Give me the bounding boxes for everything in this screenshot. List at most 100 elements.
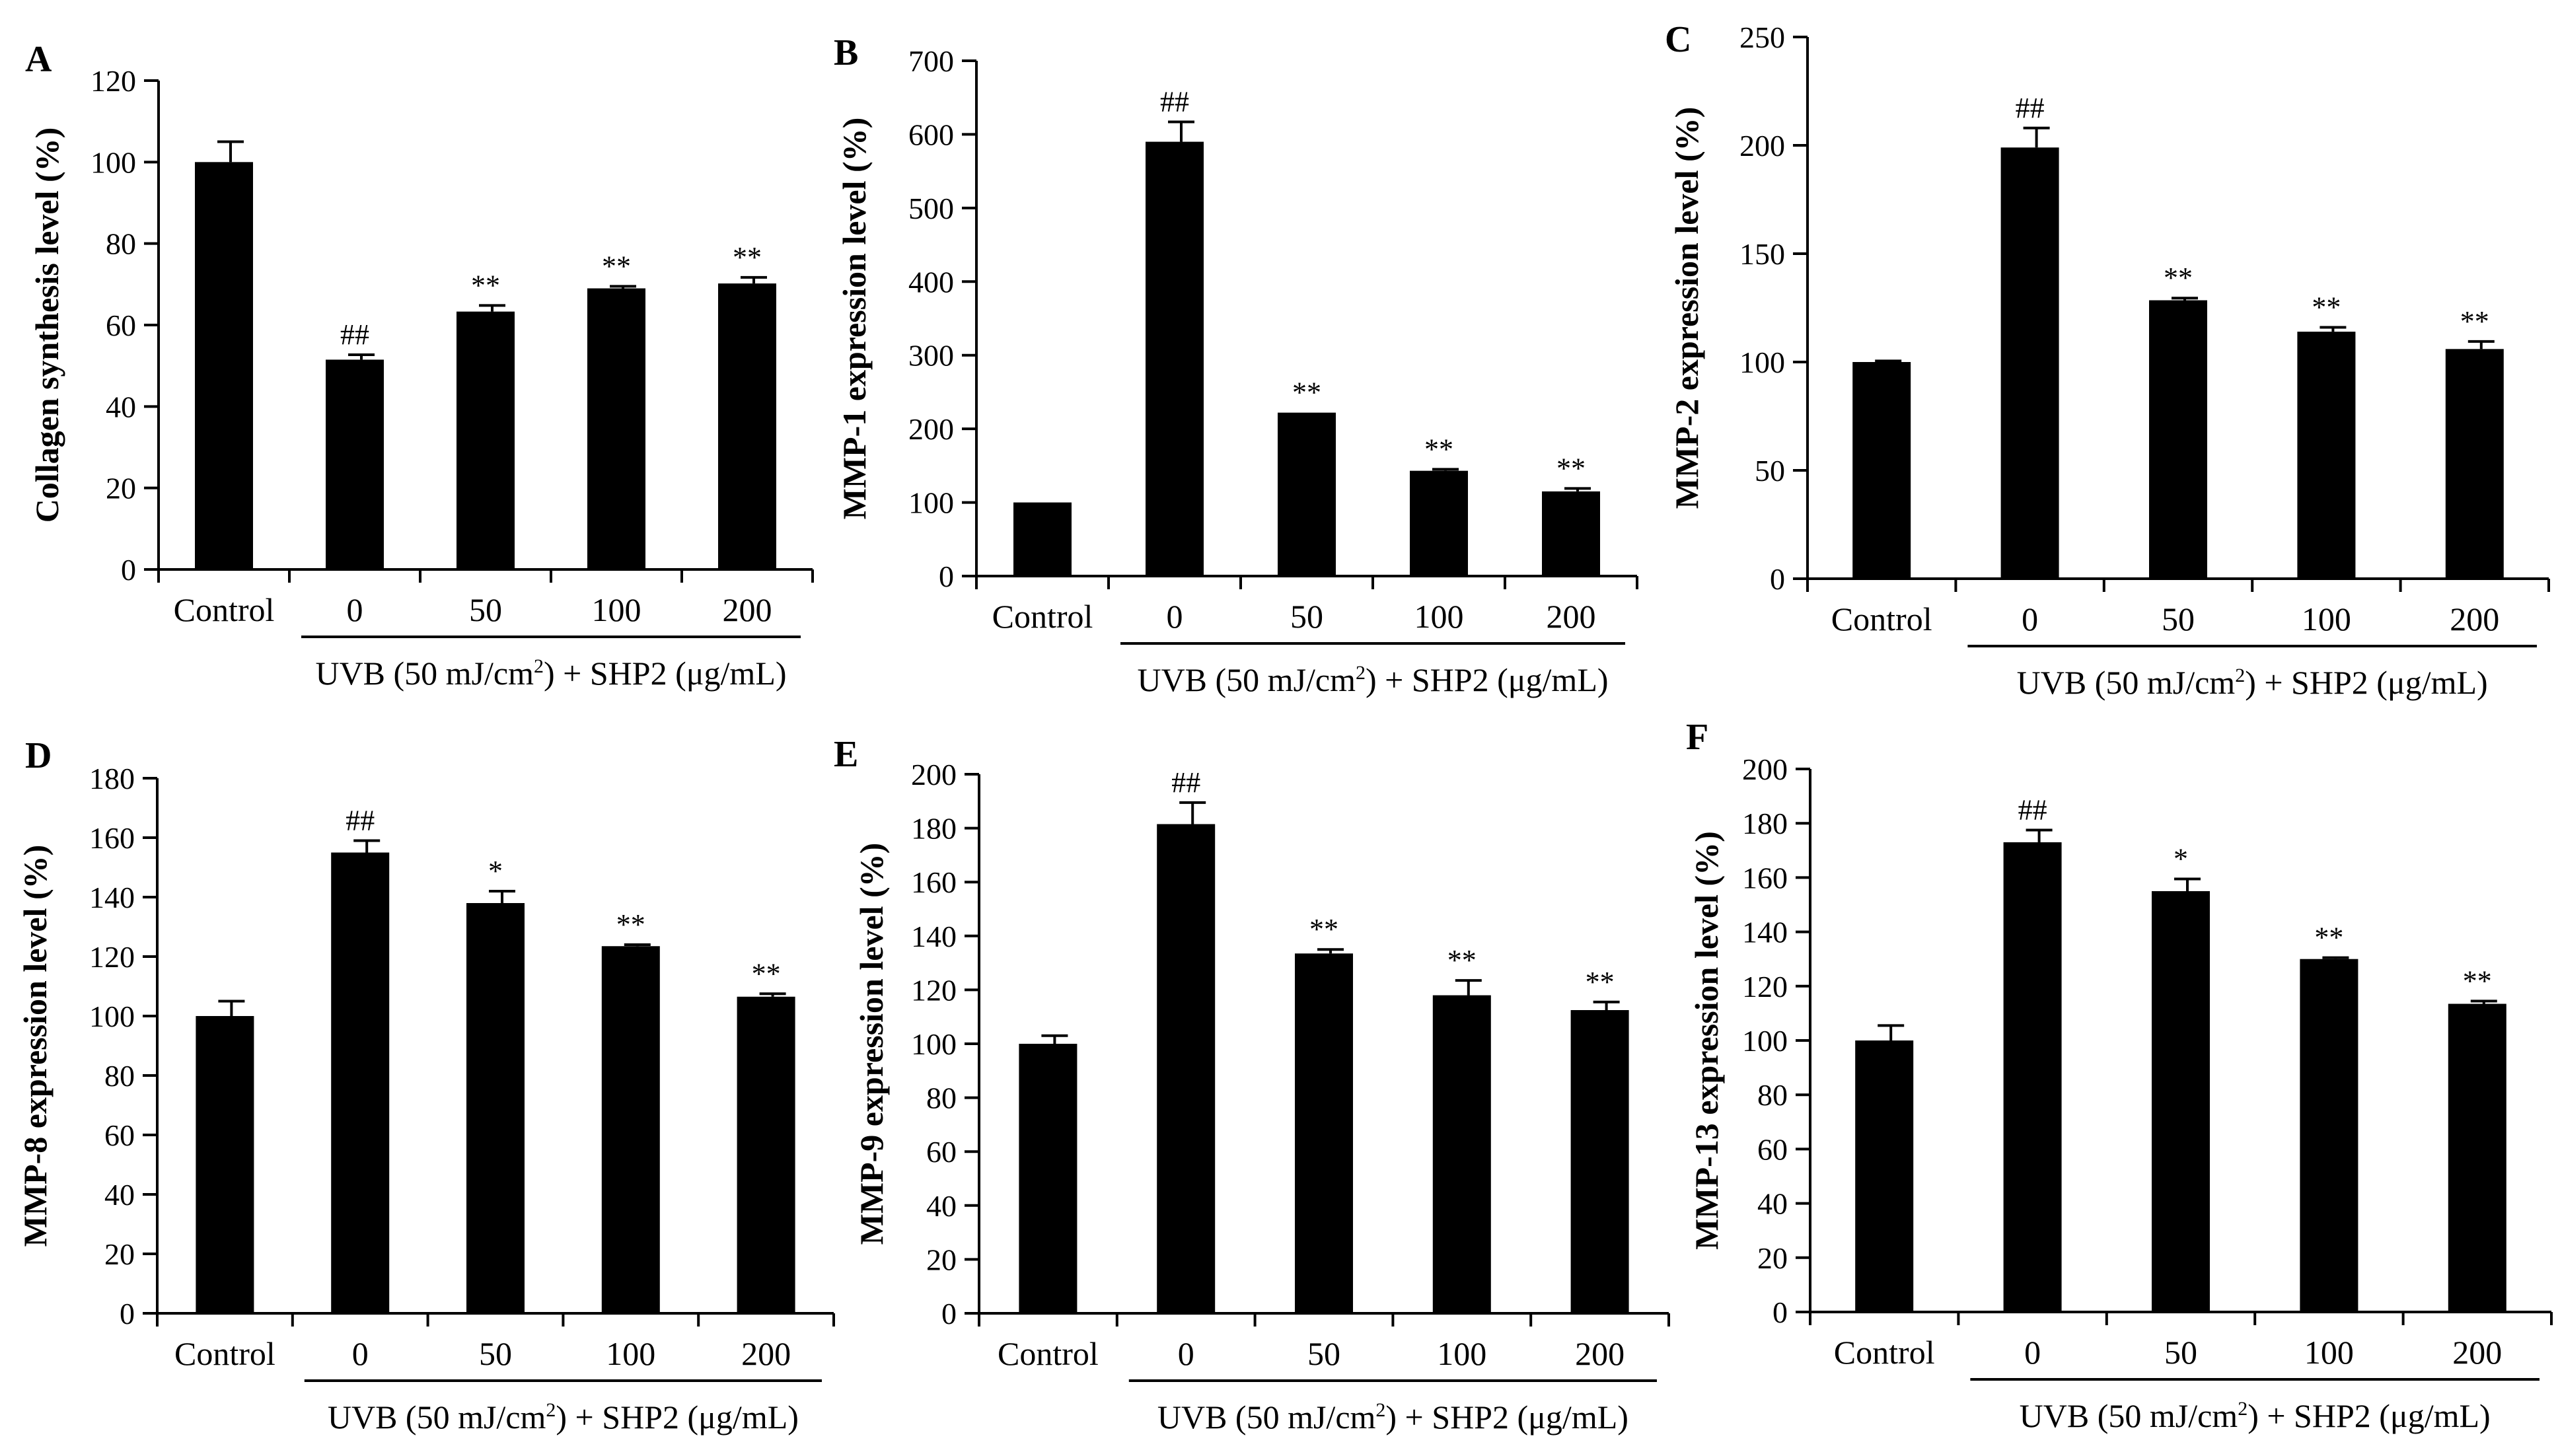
x-tick-label: 0 [352, 1335, 369, 1372]
bar [2300, 959, 2358, 1312]
x-tick-label: 100 [1414, 598, 1464, 635]
y-axis-label: Collagen synthesis level (%) [28, 127, 65, 523]
y-axis-label: MMP-13 expression level (%) [1688, 831, 1725, 1250]
bar [1432, 995, 1491, 1313]
x-group-label: UVB (50 mJ/cm2) + SHP2 (μg/mL) [2017, 664, 2488, 701]
y-tick-label: 180 [911, 812, 957, 846]
y-tick-label: 160 [1742, 861, 1788, 894]
y-tick-label: 40 [106, 390, 136, 423]
bar [1410, 470, 1468, 576]
bar [2000, 147, 2059, 579]
significance-label: ** [2460, 305, 2489, 338]
y-tick-label: 600 [908, 118, 954, 151]
bar [2297, 332, 2356, 579]
significance-label: ** [1292, 377, 1321, 409]
significance-label: ## [346, 805, 375, 837]
y-tick-label: 50 [1755, 454, 1785, 488]
panel-label: C [1665, 19, 1691, 60]
significance-label: * [488, 855, 503, 887]
panel-label: D [25, 735, 52, 776]
significance-label: ## [2018, 793, 2047, 826]
bar [2152, 891, 2210, 1312]
significance-label: ** [616, 908, 645, 941]
x-tick-label: Control [174, 591, 275, 628]
x-tick-label: 100 [1437, 1335, 1486, 1372]
panel-a: A 0 20 40 60 80 100 120 Control ## 0 ** 50 ** 100 ** 200… [25, 39, 814, 692]
x-tick-label: Control [998, 1335, 1099, 1372]
bar [1855, 1040, 1914, 1312]
y-tick-label: 180 [1742, 807, 1788, 840]
x-group-label-sup: 2 [546, 1399, 556, 1421]
y-tick-label: 0 [941, 1297, 957, 1330]
significance-label: ** [2463, 965, 2492, 997]
significance-label: ** [2312, 291, 2341, 324]
y-tick-label: 250 [1739, 20, 1785, 54]
y-tick-label: 40 [926, 1189, 957, 1223]
significance-label: ** [1447, 944, 1477, 976]
y-tick-label: 60 [1757, 1132, 1788, 1166]
significance-label: ## [1160, 85, 1189, 118]
significance-label: ** [733, 241, 762, 273]
x-tick-label: 100 [2302, 601, 2351, 637]
x-tick-label: 200 [723, 591, 772, 628]
y-tick-label: 60 [106, 309, 136, 342]
bar [466, 903, 525, 1313]
y-tick-label: 100 [91, 145, 136, 179]
y-tick-label: 120 [89, 940, 135, 974]
bar [2448, 1003, 2506, 1312]
y-tick-label: 300 [908, 339, 954, 373]
x-group-label-pre: UVB (50 mJ/cm [328, 1399, 546, 1436]
y-tick-label: 80 [1757, 1078, 1788, 1112]
x-tick-label: 0 [1178, 1335, 1194, 1372]
bar [1157, 824, 1216, 1313]
x-group-label-pre: UVB (50 mJ/cm [2020, 1397, 2238, 1434]
y-tick-label: 0 [121, 553, 136, 587]
y-tick-label: 100 [908, 486, 954, 520]
y-tick-label: 200 [1742, 752, 1788, 786]
x-tick-label: 200 [1547, 598, 1596, 635]
bar [1013, 502, 1072, 576]
x-tick-label: Control [1831, 601, 1932, 637]
y-tick-label: 200 [1739, 129, 1785, 163]
panel-d: D 0 20 40 60 80 100 120 140 160 180 Control ## 0 * 50 **… [17, 735, 835, 1436]
y-tick-label: 200 [908, 412, 954, 446]
y-tick-label: 80 [106, 227, 136, 261]
y-tick-label: 100 [1739, 346, 1785, 379]
significance-label: ## [340, 318, 369, 351]
x-group-label: UVB (50 mJ/cm2) + SHP2 (μg/mL) [2020, 1397, 2491, 1434]
y-tick-label: 500 [908, 192, 954, 225]
y-tick-label: 700 [908, 44, 954, 78]
y-tick-label: 0 [120, 1297, 135, 1330]
x-group-label-sup: 2 [2238, 1398, 2247, 1420]
y-axis-label: MMP-9 expression level (%) [853, 843, 890, 1245]
x-group-label: UVB (50 mJ/cm2) + SHP2 (μg/mL) [1137, 661, 1608, 698]
significance-label: ** [1586, 966, 1615, 998]
panel-label: B [834, 32, 858, 73]
x-tick-label: 200 [1575, 1335, 1625, 1372]
x-tick-label: 200 [2452, 1334, 2502, 1371]
x-group-label-pre: UVB (50 mJ/cm [1137, 661, 1356, 698]
x-tick-label: 200 [741, 1335, 791, 1372]
panel-e: E 0 20 40 60 80 100 120 140 160 180 200 Control ## 0 **… [834, 734, 1670, 1436]
x-group-label-sup: 2 [2235, 665, 2245, 686]
significance-label: ** [1309, 913, 1338, 945]
x-tick-label: 100 [592, 591, 641, 628]
x-tick-label: 0 [2024, 1334, 2041, 1371]
bar [331, 852, 390, 1313]
y-tick-label: 160 [911, 865, 957, 899]
bar [1852, 362, 1911, 579]
significance-label: ** [471, 269, 500, 301]
x-group-label: UVB (50 mJ/cm2) + SHP2 (μg/mL) [328, 1399, 799, 1436]
x-group-label-post: ) + SHP2 (μg/mL) [1385, 1399, 1628, 1436]
x-group-label-sup: 2 [1375, 1399, 1385, 1421]
y-tick-label: 400 [908, 265, 954, 299]
significance-label: ** [2164, 262, 2193, 294]
y-tick-label: 20 [104, 1237, 135, 1271]
y-tick-label: 20 [106, 472, 136, 505]
panel-label: E [834, 734, 858, 775]
y-tick-label: 200 [911, 758, 957, 791]
y-tick-label: 20 [1757, 1241, 1788, 1275]
x-tick-label: 100 [2304, 1334, 2354, 1371]
x-group-label-post: ) + SHP2 (μg/mL) [1366, 661, 1609, 698]
y-axis-label: MMP-2 expression level (%) [1668, 107, 1705, 509]
